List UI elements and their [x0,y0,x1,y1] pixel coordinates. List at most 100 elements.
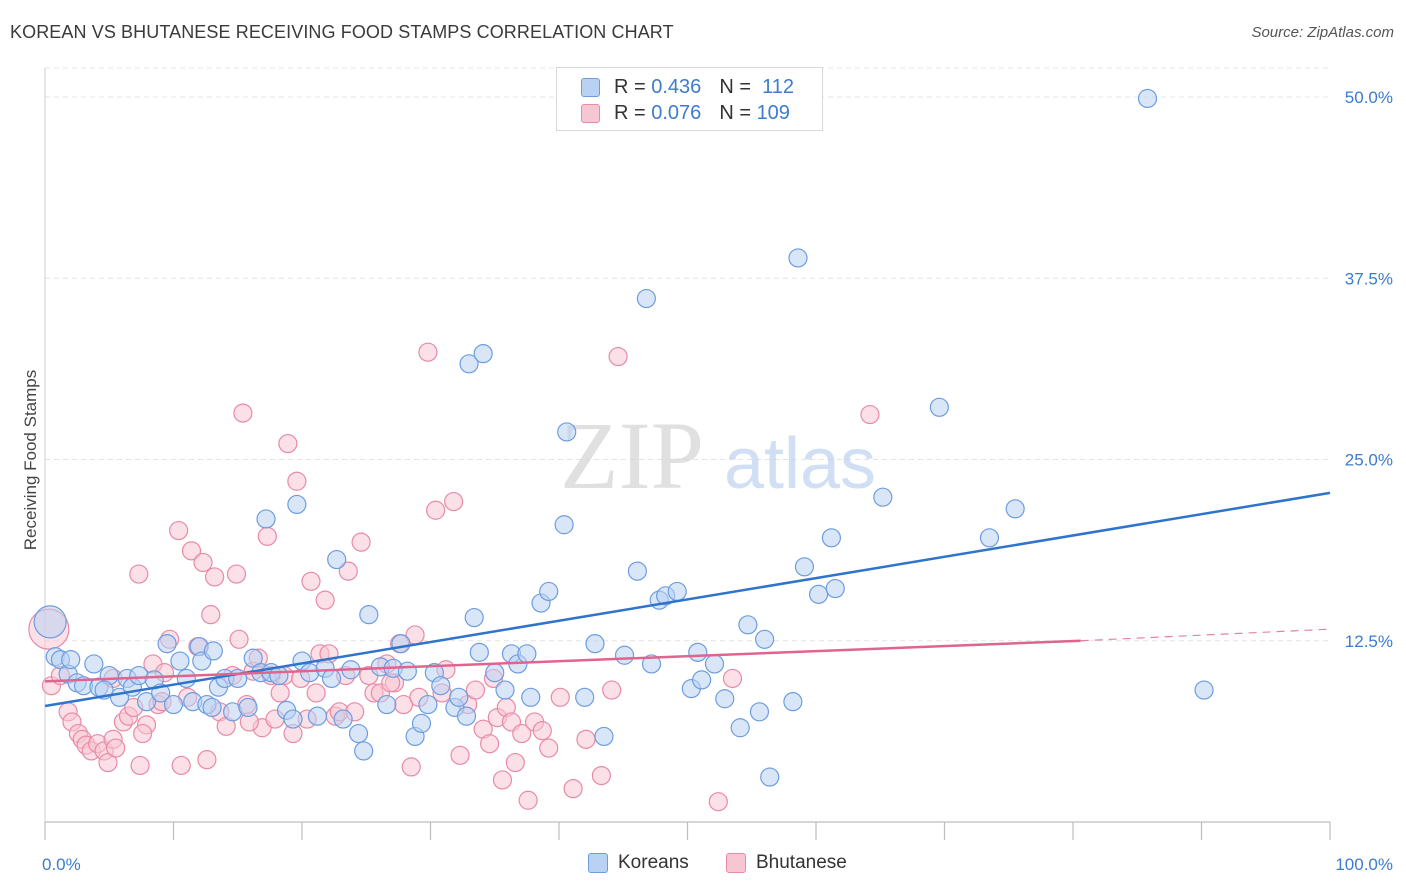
watermark: ZIP atlas [560,402,876,509]
korean-point [391,634,411,654]
y-tick-label: 37.5% [1345,269,1393,288]
korean-point [715,689,735,709]
korean-point [692,670,712,690]
legend-row-bhutanese: R = 0.076 N = 109 [581,101,790,125]
bhutanese-point [106,738,126,758]
bhutanese-point [197,750,217,770]
korean-point [1194,680,1214,700]
y-tick-label: 25.0% [1345,451,1393,470]
bhutanese-point [338,561,358,581]
y-tick-label: 12.5% [1345,632,1393,651]
bhutanese-point [426,500,446,520]
bhutanese-point [465,680,486,700]
bhutanese-point [193,552,213,573]
korean-point [354,741,374,761]
korean-point [788,248,808,268]
series-swatch-bhutanese [726,853,746,873]
bhutanese-point [602,680,622,700]
bhutanese-point [351,532,371,552]
legend-r-value: 0.436 [651,75,702,98]
series-legend: Koreans Bhutanese [0,852,1406,876]
korean-point [485,663,505,683]
korean-point [307,706,328,726]
korean-point [84,654,104,674]
legend-n-value: 109 [756,101,790,124]
korean-point [377,694,397,715]
korean-point [749,702,770,722]
korean-point [688,642,708,662]
korean-point [783,692,803,712]
korean-point [979,528,1000,548]
bhutanese-point [270,683,290,703]
korean-point [61,649,81,670]
korean-point [554,515,574,535]
legend-swatch-bhutanese [581,103,600,123]
korean-point [594,726,614,747]
x-tick-label: 0.0% [42,855,81,874]
series-legend-bhutanese[interactable]: Bhutanese [726,852,847,874]
tick-labels: 12.5% 25.0% 37.5% 50.0% 0.0% 100.0% [42,88,1393,874]
korean-point [238,697,258,718]
korean-point [464,607,484,628]
korean-point [459,354,479,374]
korean-point [321,668,342,689]
bhutanese-point [287,471,307,491]
bhutanese-point [301,571,321,591]
bhutanese-point [539,738,559,758]
bhutanese-point [233,403,253,423]
korean-point [821,528,842,548]
korean-point [33,605,67,639]
korean-point [585,634,605,654]
korean-point [469,642,489,662]
bhutanese-point [401,757,421,777]
korean-point [431,676,451,696]
korean-point [397,661,417,681]
korean-point [359,605,379,625]
korean-point [287,494,307,515]
bhutanese-point [229,629,249,649]
bhutanese-point [226,564,247,584]
korean-point [449,687,469,707]
axes [44,68,1331,840]
series-swatch-koreans [588,853,608,873]
korean-point [473,344,493,364]
korean-point [163,694,184,715]
watermark-atlas: atlas [724,424,876,504]
chart-title: KOREAN VS BHUTANESE RECEIVING FOOD STAMP… [10,22,674,42]
korean-point [1005,499,1025,519]
korean-point [808,584,829,604]
series-legend-koreans[interactable]: Koreans [588,852,689,874]
korean-point [333,709,353,729]
x-tick-label: 100.0% [1335,855,1393,874]
korean-point [170,651,190,671]
korean-point [202,697,222,718]
korean-point [738,615,758,635]
bhutanese-point [315,590,335,610]
korean-point [873,487,893,507]
bhutanese-point [576,729,596,749]
bhutanese-point [306,683,326,703]
bhutanese-point [133,723,153,744]
bhutanese-point [130,755,150,776]
bhutanese-point [171,755,191,776]
legend-r-label: R = [614,75,646,98]
korean-point [627,561,647,581]
korean-point [667,581,687,602]
legend-n-value: 112 [762,75,795,98]
bhutanese-point [201,605,221,625]
bhutanese-point [444,491,464,512]
korean-point [539,581,559,602]
bhutanese-points [28,342,880,812]
bhutanese-point [278,433,298,454]
korean-point [636,288,656,309]
korean-point [157,634,177,654]
bhutanese-point [505,752,525,773]
bhutanese-point [181,541,202,561]
korean-point [760,767,780,787]
korean-point [203,641,223,661]
bhutanese-point [550,687,570,707]
bhutanese-point [563,779,583,799]
legend-n-label: N = [719,101,751,124]
korean-point [136,692,157,712]
